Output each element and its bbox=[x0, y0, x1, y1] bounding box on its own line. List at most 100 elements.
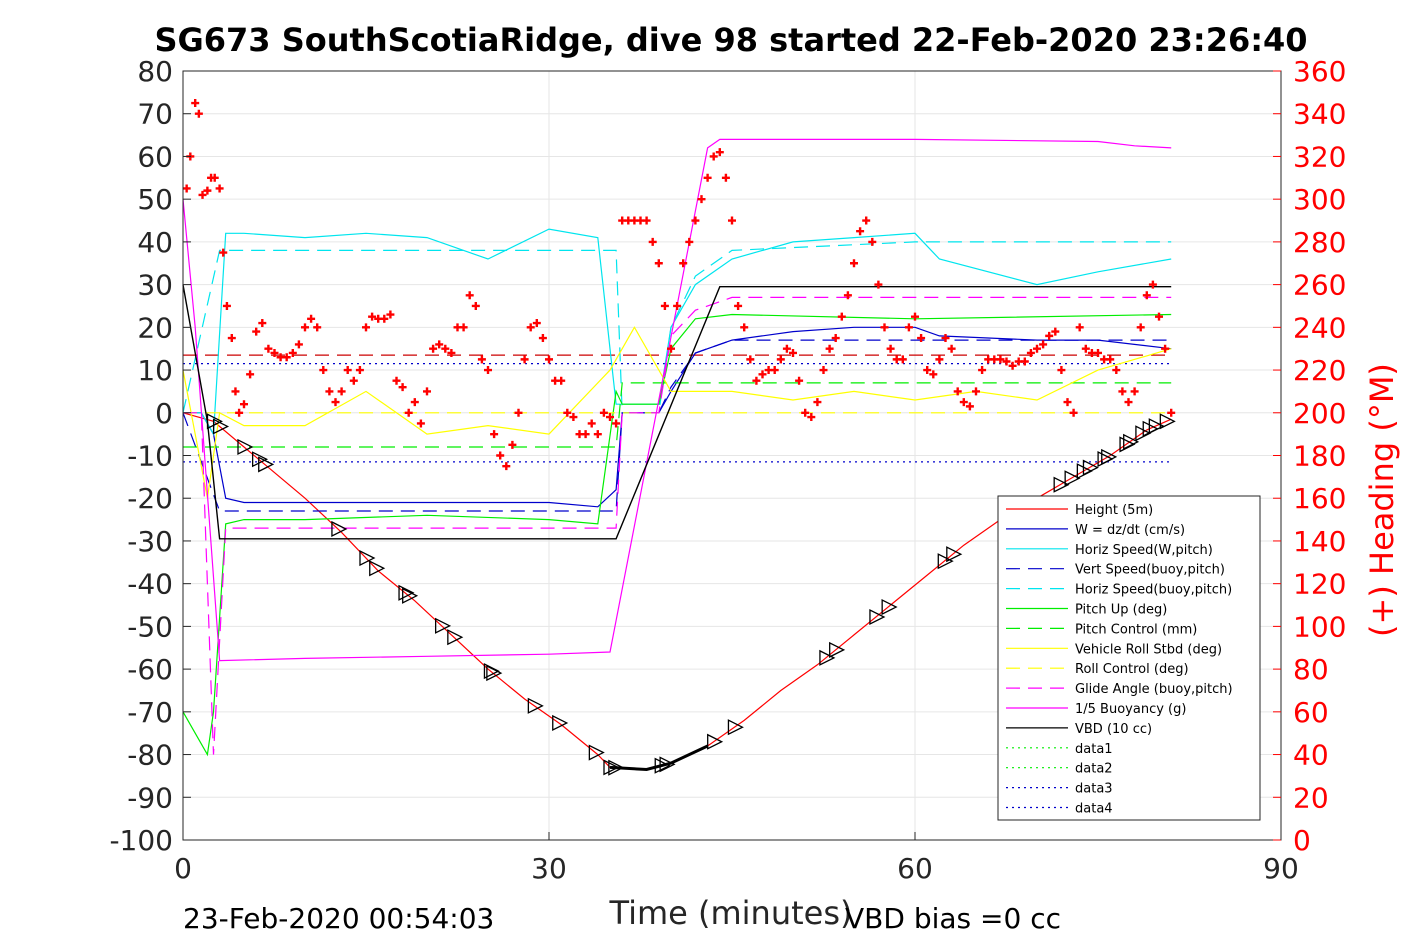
legend-label: 1/5 Buoyancy (g) bbox=[1075, 702, 1186, 717]
heading-point bbox=[219, 248, 228, 257]
vbd-marker bbox=[1082, 459, 1099, 476]
y2-tick-label: 340 bbox=[1293, 98, 1346, 131]
x-tick-label: 90 bbox=[1263, 852, 1299, 885]
y-tick-label: 80 bbox=[137, 55, 173, 88]
heading-point bbox=[1051, 327, 1060, 336]
y2-tick-label: 260 bbox=[1293, 269, 1346, 302]
vbd-marker bbox=[206, 413, 223, 430]
heading-point bbox=[721, 173, 730, 182]
heading-point bbox=[471, 301, 480, 310]
heading-point bbox=[1033, 344, 1041, 353]
x-tick-label: 30 bbox=[531, 852, 567, 885]
vbd-marker bbox=[588, 744, 605, 761]
heading-point bbox=[697, 195, 706, 204]
legend-label: Glide Angle (buoy,pitch) bbox=[1075, 682, 1233, 697]
heading-point bbox=[1124, 398, 1133, 407]
heading-point bbox=[581, 430, 590, 439]
vbd-marker bbox=[881, 598, 898, 616]
y-tick-label: -80 bbox=[127, 739, 173, 772]
heading-point bbox=[1136, 323, 1145, 332]
heading-point bbox=[593, 430, 602, 439]
y2-tick-label: 360 bbox=[1293, 55, 1346, 88]
heading-point bbox=[355, 366, 364, 375]
heading-point bbox=[685, 237, 694, 246]
heading-point bbox=[496, 451, 505, 460]
vbd-marker bbox=[869, 608, 886, 626]
heading-point bbox=[545, 355, 553, 364]
heading-point bbox=[801, 408, 810, 417]
y-tick-label: 20 bbox=[137, 311, 173, 344]
heading-point bbox=[288, 348, 297, 357]
heading-point bbox=[441, 344, 450, 353]
heading-point bbox=[1130, 387, 1139, 396]
y2-tick-label: 160 bbox=[1293, 482, 1346, 515]
heading-point bbox=[307, 314, 316, 323]
heading-point bbox=[1063, 398, 1072, 407]
heading-point bbox=[1112, 366, 1121, 375]
vbd-marker bbox=[1148, 418, 1165, 435]
series-line-5 bbox=[182, 313, 1172, 757]
heading-point bbox=[660, 301, 669, 310]
heading-point bbox=[691, 216, 700, 225]
heading-point bbox=[1161, 344, 1170, 353]
series-line-2 bbox=[183, 228, 1172, 437]
heading-point bbox=[972, 387, 980, 396]
heading-point bbox=[941, 334, 950, 343]
heading-point bbox=[831, 334, 840, 343]
heading-point bbox=[996, 355, 1005, 364]
legend-label: Roll Control (deg) bbox=[1075, 662, 1189, 677]
y-tick-label: -40 bbox=[127, 568, 173, 601]
heading-point bbox=[222, 301, 231, 310]
series-line-10 bbox=[182, 138, 1172, 662]
heading-point bbox=[398, 383, 407, 392]
heading-point bbox=[673, 301, 682, 310]
footer-vbd-bias: VBD bias =0 cc bbox=[845, 902, 1061, 935]
heading-point bbox=[465, 291, 474, 300]
heading-point bbox=[386, 310, 395, 319]
heading-point bbox=[532, 319, 541, 328]
y2-tick-label: 280 bbox=[1293, 226, 1346, 259]
vbd-marker bbox=[1101, 448, 1118, 465]
heading-point bbox=[1039, 340, 1048, 349]
y2-tick-label: 180 bbox=[1293, 440, 1346, 473]
vbd-marker bbox=[608, 759, 625, 776]
heading-point bbox=[569, 413, 578, 422]
chart-title: SG673 SouthScotiaRidge, dive 98 started … bbox=[154, 21, 1307, 59]
heading-point bbox=[776, 355, 785, 364]
vbd-marker bbox=[1064, 470, 1081, 487]
heading-point bbox=[294, 340, 303, 349]
y-tick-label: -90 bbox=[127, 781, 173, 814]
vbd-marker bbox=[937, 553, 954, 570]
vbd-marker bbox=[434, 617, 452, 634]
heading-point bbox=[1142, 291, 1151, 300]
heading-point bbox=[362, 323, 370, 332]
y-tick-label: 70 bbox=[137, 98, 173, 131]
heading-point bbox=[282, 353, 291, 362]
legend-label: Pitch Control (mm) bbox=[1075, 622, 1197, 637]
y-tick-label: 40 bbox=[137, 226, 173, 259]
heading-point bbox=[898, 355, 907, 364]
heading-point bbox=[404, 408, 413, 417]
heading-point bbox=[1045, 331, 1054, 340]
heading-point bbox=[477, 355, 486, 364]
heading-point bbox=[1094, 348, 1102, 357]
heading-point bbox=[1148, 280, 1157, 289]
heading-point bbox=[337, 387, 346, 396]
vbd-marker bbox=[1159, 413, 1176, 430]
heading-point bbox=[203, 186, 212, 195]
vbd-marker bbox=[369, 560, 386, 577]
y2-tick-label: 80 bbox=[1293, 653, 1329, 686]
y2-tick-label: 40 bbox=[1293, 739, 1329, 772]
heading-point bbox=[1106, 355, 1115, 364]
legend-label: data4 bbox=[1075, 802, 1113, 817]
depth-bottom-segment bbox=[609, 744, 709, 772]
vbd-marker bbox=[1119, 436, 1136, 453]
heading-point bbox=[612, 419, 621, 428]
legend-box bbox=[997, 495, 1261, 821]
heading-point bbox=[734, 301, 743, 310]
heading-point bbox=[1081, 344, 1090, 353]
heading-point bbox=[270, 348, 279, 357]
legend-label: W = dz/dt (cm/s) bbox=[1075, 523, 1185, 538]
heading-point bbox=[235, 408, 244, 417]
heading-point bbox=[965, 402, 974, 411]
